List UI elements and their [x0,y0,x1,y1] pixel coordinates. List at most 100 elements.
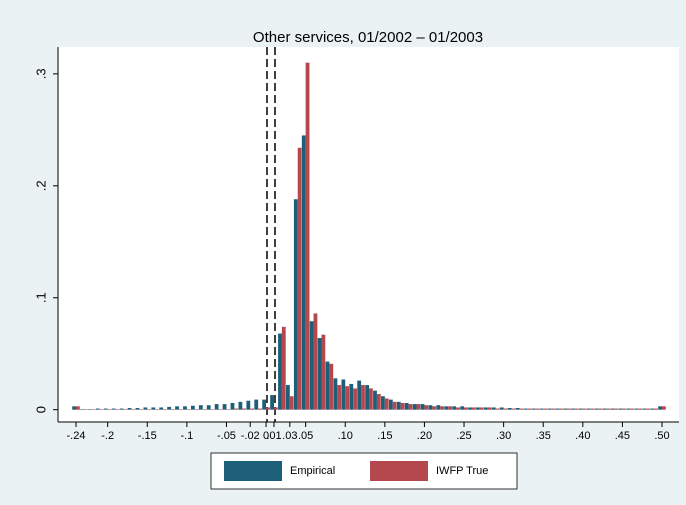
y-tick-label: .1 [33,292,48,303]
bar [95,408,100,410]
bar [452,406,457,410]
y-tick-label: .2 [33,180,48,191]
bar [404,402,409,410]
bar [460,406,465,410]
bar [551,408,555,410]
bar [88,409,92,410]
x-tick-label: .05 [298,430,313,442]
bar [321,334,326,410]
bar [376,394,381,410]
x-tick-label: .50 [654,430,669,442]
bar [392,401,397,410]
bar [503,408,508,410]
bar [238,401,243,410]
bar [178,409,183,410]
x-tick-label: -.15 [138,430,157,442]
bar [103,408,108,410]
bar [610,408,615,410]
bar [111,408,116,410]
bar [83,409,88,410]
x-tick-label: -.24 [67,430,86,442]
x-tick-label: .03 [282,430,297,442]
bar [230,402,235,410]
bar [642,408,647,410]
x-tick-label: .45 [615,430,630,442]
bar [119,408,124,410]
bar [432,406,437,410]
bar [436,405,441,410]
bar [464,407,468,410]
bar [618,408,623,410]
legend-swatch [224,461,282,481]
bar [566,408,571,410]
bar [373,390,377,410]
bar [444,406,449,410]
bar [317,338,322,410]
bar [408,404,413,410]
bar [654,408,658,410]
bar [349,383,354,410]
bar [151,407,156,410]
bar [412,404,417,410]
bar [214,404,219,410]
bar [388,399,393,410]
bar [242,408,247,410]
bar [353,388,357,410]
bar [167,406,172,410]
bar [527,408,532,410]
bar [194,409,199,410]
x-tick-label: .01 [266,430,281,442]
bar [507,408,512,410]
bar [535,408,540,410]
bar [555,408,560,410]
bar [487,407,492,410]
y-tick-label: 0 [33,406,48,413]
bar [539,408,544,410]
bar [559,408,563,410]
bar [127,408,132,410]
bar [400,402,405,410]
bar [594,408,599,410]
bar [606,408,611,410]
bar [206,405,211,410]
y-tick-label: .3 [33,68,48,79]
bar [547,408,552,410]
bar [270,395,274,410]
bar [468,407,472,410]
legend-label: IWFP True [436,465,488,477]
bar [131,409,136,410]
bar [495,408,500,410]
legend-label: Empirical [290,465,335,477]
x-tick-label: .15 [377,430,392,442]
bar [634,408,639,410]
bar [571,408,575,410]
bar [266,407,270,410]
bar [325,361,330,410]
bar [341,379,346,410]
bar [281,326,286,410]
bar [254,399,259,410]
bar [91,409,96,410]
bar [226,409,231,410]
chart-title: Other services, 01/2002 – 01/2003 [253,29,483,46]
bar [456,407,460,410]
bar [365,385,369,410]
bar [289,396,294,410]
bar [440,406,445,410]
bar [309,321,314,410]
bar [175,406,179,410]
bar [424,405,429,410]
bar [622,408,627,410]
bar [80,409,84,410]
bar [329,363,334,410]
bar [155,409,159,410]
bar [143,407,148,410]
bar [626,408,631,410]
bar [602,408,607,410]
bar [381,396,385,410]
bar [511,408,516,410]
bar [384,398,389,410]
bar [574,408,579,410]
bar [115,409,120,410]
